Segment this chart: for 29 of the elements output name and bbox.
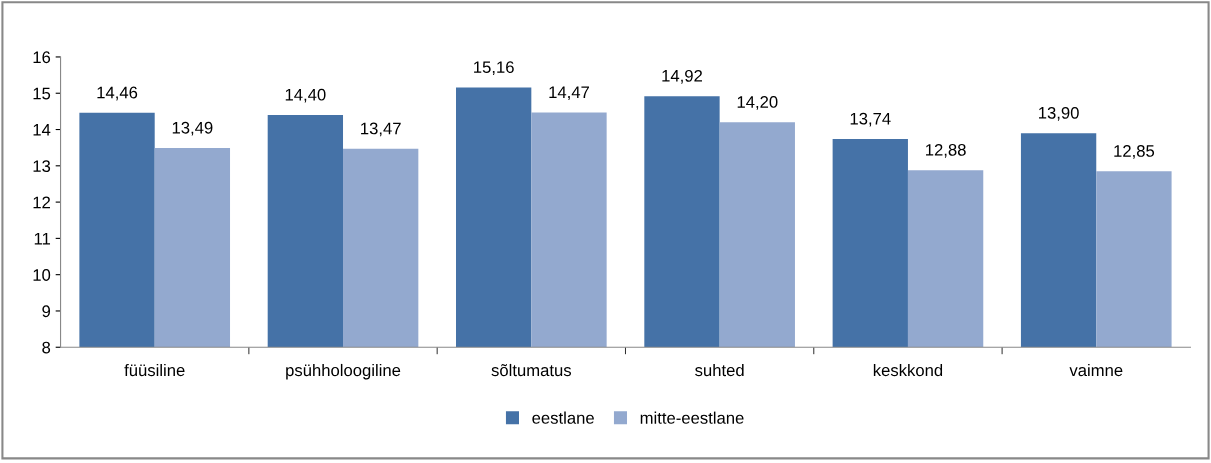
x-tick-label: psühholoogiline <box>286 363 401 380</box>
data-label: 13,90 <box>1039 106 1079 121</box>
x-tick-label: vaimne <box>1069 363 1123 377</box>
data-label: 13,74 <box>850 112 891 127</box>
y-tick-label: 14 <box>33 124 51 136</box>
data-label: 14,92 <box>662 69 702 84</box>
data-label: 14,46 <box>97 86 138 101</box>
y-tick-label: 13 <box>33 160 51 173</box>
y-tick-label: 11 <box>34 232 51 245</box>
data-label: 14,40 <box>285 88 326 103</box>
legend-label: eestlane <box>532 411 594 424</box>
data-label: 13,47 <box>361 122 401 137</box>
data-label: 13,49 <box>172 121 213 136</box>
y-tick-label: 10 <box>33 269 51 281</box>
data-label: 12,88 <box>926 143 966 158</box>
x-tick-label: keskkond <box>873 363 943 377</box>
data-label: 12,85 <box>1114 145 1155 159</box>
x-tick-label: suhted <box>695 363 744 377</box>
y-tick-label: 12 <box>33 196 50 209</box>
x-tick-label: sõltumatus <box>491 363 572 377</box>
legend-label: mitte-eestlane <box>640 411 744 424</box>
y-tick-label: 9 <box>42 305 51 318</box>
data-label: 15,16 <box>474 61 514 75</box>
y-tick-label: 15 <box>33 87 51 100</box>
x-tick-label: füüsiline <box>124 363 185 377</box>
data-label: 14,20 <box>737 96 778 110</box>
data-label: 14,47 <box>549 86 590 101</box>
y-tick-label: 16 <box>33 51 51 64</box>
y-tick-label: 8 <box>42 341 51 354</box>
